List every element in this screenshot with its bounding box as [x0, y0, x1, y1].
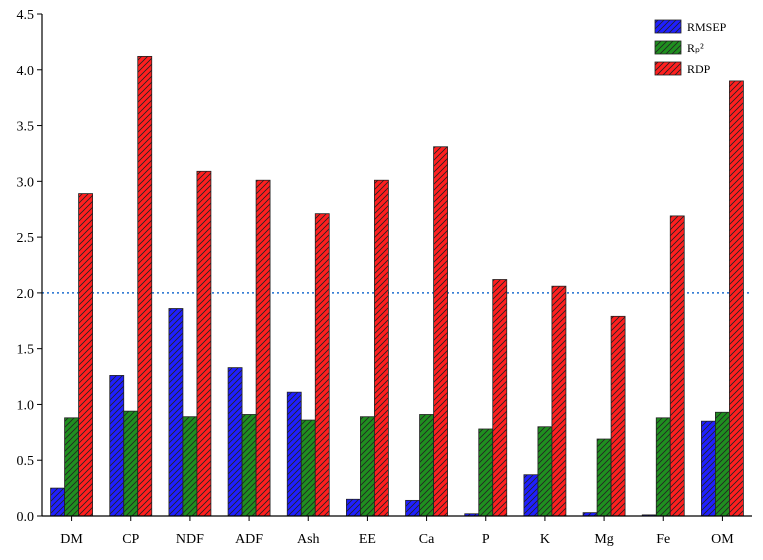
bar	[314, 213, 330, 517]
bar	[182, 416, 198, 517]
x-tick-label: OM	[711, 532, 734, 547]
bar	[492, 279, 508, 517]
x-tick-label: DM	[60, 532, 83, 547]
x-tick-label: P	[482, 532, 490, 547]
x-tick-label: Mg	[594, 532, 613, 547]
x-tick-label: Ca	[419, 532, 435, 547]
legend-swatch	[654, 61, 682, 76]
bar	[78, 193, 93, 517]
bar	[300, 419, 316, 517]
legend-label: RMSEP	[687, 20, 727, 34]
bar	[109, 375, 125, 517]
y-tick-label: 2.0	[17, 287, 35, 302]
bar	[729, 80, 744, 517]
bar	[537, 426, 553, 517]
y-tick-label: 0.5	[17, 454, 35, 469]
bar	[374, 179, 389, 517]
x-tick-label: NDF	[176, 532, 204, 547]
legend-label: Rₚ²	[687, 41, 704, 55]
bar	[64, 417, 79, 517]
bar	[227, 367, 243, 517]
bar	[360, 416, 375, 517]
x-tick-label: K	[540, 532, 550, 547]
bar	[50, 487, 65, 517]
bar	[286, 391, 302, 517]
bar	[655, 417, 671, 517]
bar	[433, 146, 448, 517]
y-tick-label: 3.5	[17, 120, 35, 135]
bar	[610, 315, 626, 517]
bar	[137, 55, 153, 517]
y-tick-label: 4.5	[17, 8, 35, 23]
bar	[701, 420, 716, 517]
bar	[196, 170, 212, 517]
legend-label: RDP	[687, 62, 711, 76]
bar	[523, 474, 539, 517]
bar	[419, 414, 434, 517]
bar	[405, 499, 420, 517]
bar	[123, 410, 139, 517]
bar	[669, 215, 685, 517]
bar	[346, 498, 361, 517]
bar	[551, 285, 567, 517]
bar	[596, 438, 612, 517]
bar	[715, 411, 730, 517]
x-tick-label: ADF	[235, 532, 263, 547]
y-tick-label: 2.5	[17, 231, 35, 246]
legend-swatch	[654, 40, 682, 55]
x-tick-label: Ash	[297, 532, 320, 547]
y-tick-label: 3.0	[17, 175, 35, 190]
bar	[241, 414, 257, 517]
y-tick-label: 0.0	[17, 510, 35, 525]
bar	[255, 179, 271, 517]
x-tick-label: Fe	[656, 532, 670, 547]
y-tick-label: 1.0	[17, 398, 35, 413]
y-tick-label: 4.0	[17, 64, 35, 79]
y-tick-label: 1.5	[17, 343, 35, 358]
bar	[478, 428, 494, 517]
x-tick-label: EE	[359, 532, 376, 547]
legend-swatch	[654, 19, 682, 34]
bar	[168, 308, 184, 517]
x-tick-label: CP	[122, 532, 139, 547]
